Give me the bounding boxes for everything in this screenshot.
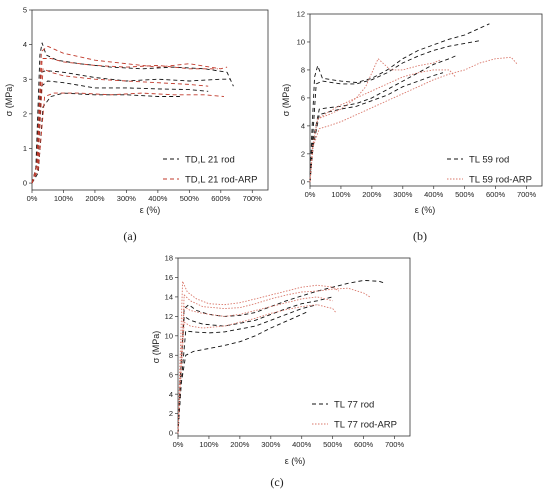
series-line-b-4: [309, 69, 456, 182]
y-tick-label-c: 6: [169, 370, 173, 379]
x-tick-label-b: 400%: [424, 190, 444, 199]
x-tick-label-a: 300%: [117, 194, 137, 203]
x-axis-label-a: ε (%): [140, 205, 161, 215]
x-tick-label-b: 100%: [331, 190, 351, 199]
series-line-a-6: [31, 68, 209, 184]
series-line-b-0: [309, 23, 490, 182]
series-line-b-6: [309, 56, 518, 182]
x-tick-label-a: 0%: [27, 194, 38, 203]
x-tick-label-c: 200%: [230, 440, 250, 449]
x-tick-label-b: 200%: [362, 190, 382, 199]
y-tick-label-a: 1: [23, 144, 27, 153]
y-axis-label-b: σ (MPa): [281, 84, 291, 117]
y-tick-label-b: 4: [301, 121, 305, 130]
y-tick-label-b: 0: [301, 177, 305, 186]
panel-label-a: (a): [123, 229, 136, 243]
series-line-b-1: [309, 40, 481, 182]
y-tick-label-b: 8: [301, 66, 305, 75]
plot-frame-b: [309, 13, 543, 187]
x-tick-label-a: 700%: [243, 194, 263, 203]
y-tick-label-b: 12: [297, 10, 305, 19]
series-line-c-4: [177, 280, 340, 434]
series-line-c-7: [177, 304, 337, 434]
legend-label-a: TD,L 21 rod-ARP: [185, 174, 258, 185]
y-tick-label-a: 4: [23, 40, 27, 49]
y-tick-label-c: 12: [165, 312, 173, 321]
x-tick-label-b: 500%: [455, 190, 475, 199]
series-line-b-3: [309, 72, 444, 182]
panel-a: 0% 100% 200% 300% 400% 500% 600% 700% 0 1 2 3 4 5 ε (%…: [4, 6, 269, 243]
y-tick-label-c: 16: [165, 273, 173, 282]
series-line-a-4: [31, 45, 228, 184]
x-tick-label-a: 400%: [148, 194, 168, 203]
x-tick-label-a: 600%: [211, 194, 231, 203]
series-line-c-3: [177, 311, 309, 434]
x-tick-label-a: 100%: [54, 194, 74, 203]
series-line-b-5: [309, 58, 441, 182]
x-axis-label-b: ε (%): [415, 205, 436, 215]
plot-frame-a: [31, 9, 269, 191]
y-tick-label-b: 2: [301, 149, 305, 158]
y-tick-label-c: 18: [165, 254, 173, 263]
x-tick-label-b: 0%: [305, 190, 316, 199]
y-tick-label-c: 2: [169, 409, 173, 418]
x-axis-label-c: ε (%): [285, 456, 306, 466]
series-line-b-2: [309, 55, 456, 182]
y-tick-label-c: 14: [165, 293, 173, 302]
series-line-c-6: [177, 296, 333, 434]
y-tick-label-b: 10: [297, 38, 305, 47]
series-line-a-7: [31, 92, 224, 184]
y-axis-label-a: σ (MPa): [4, 84, 14, 117]
series-line-c-5: [177, 287, 371, 434]
x-tick-label-c: 600%: [354, 440, 374, 449]
y-tick-label-a: 2: [23, 109, 27, 118]
x-tick-label-b: 300%: [393, 190, 413, 199]
legend-label-b: TL 59 rod-ARP: [469, 174, 532, 185]
x-tick-label-c: 0%: [173, 440, 184, 449]
y-tick-label-a: 5: [23, 6, 27, 15]
x-tick-label-b: 600%: [486, 190, 506, 199]
x-tick-label-c: 700%: [385, 440, 405, 449]
y-tick-label-c: 0: [169, 429, 173, 438]
x-tick-label-c: 500%: [323, 440, 343, 449]
x-tick-label-a: 200%: [85, 194, 105, 203]
series-line-a-1: [31, 70, 231, 184]
panel-label-b: (b): [413, 229, 427, 243]
y-tick-label-b: 6: [301, 94, 305, 103]
series-line-c-0: [177, 279, 386, 434]
panel-label-c: (c): [270, 475, 283, 489]
x-tick-label-a: 500%: [180, 194, 200, 203]
plot-frame-c: [177, 257, 411, 437]
series-line-a-2: [31, 80, 209, 184]
x-tick-label-b: 700%: [517, 190, 537, 199]
y-axis-label-c: σ (MPa): [151, 331, 161, 364]
series-line-a-5: [31, 58, 218, 184]
legend-label-a: TD,L 21 rod: [185, 154, 235, 165]
legend-label-b: TL 59 rod: [469, 154, 509, 165]
panel-b: 0% 100% 200% 300% 400% 500% 600% 700% 0 2 4 6 8 10 12 ε…: [281, 10, 543, 243]
y-tick-label-c: 10: [165, 331, 173, 340]
y-tick-label-c: 8: [169, 351, 173, 360]
x-tick-label-c: 100%: [199, 440, 219, 449]
x-tick-label-c: 300%: [261, 440, 281, 449]
series-line-c-2: [177, 304, 318, 434]
panel-c: 0% 100% 200% 300% 400% 500% 600% 700% 0 2 4 6 8 10 12 1…: [151, 254, 411, 489]
series-line-c-1: [177, 296, 333, 434]
legend-label-c: TL 77 rod: [334, 399, 374, 410]
series-line-a-0: [31, 42, 234, 184]
legend-label-c: TL 77 rod-ARP: [334, 419, 397, 430]
series-line-a-3: [31, 92, 180, 184]
y-tick-label-a: 0: [23, 179, 27, 188]
x-tick-label-c: 400%: [292, 440, 312, 449]
y-tick-label-c: 4: [169, 390, 173, 399]
y-tick-label-a: 3: [23, 75, 27, 84]
